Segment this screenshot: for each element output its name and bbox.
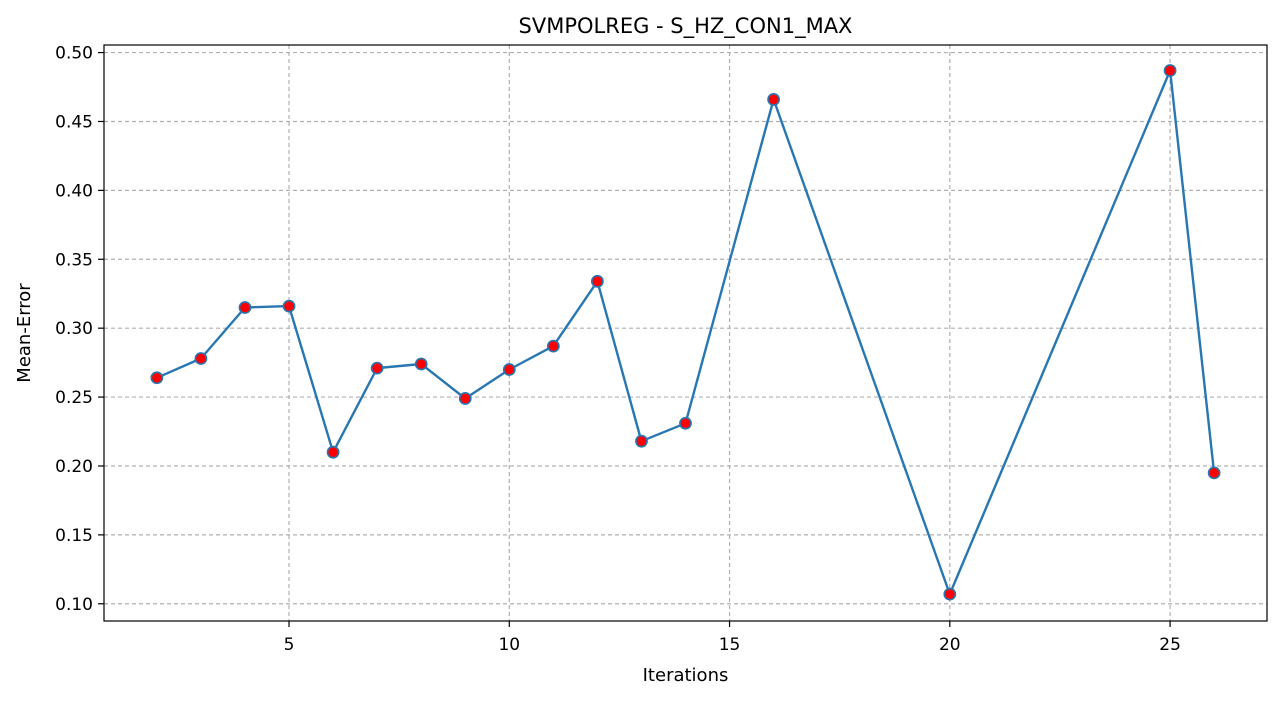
y-tick-label: 0.40 xyxy=(55,181,93,201)
data-point xyxy=(502,363,516,376)
data-point xyxy=(282,299,296,313)
data-point xyxy=(194,352,208,365)
x-tick-label: 25 xyxy=(1159,635,1181,655)
data-point xyxy=(767,93,781,106)
y-axis-label: Mean-Error xyxy=(14,283,35,383)
x-tick-label: 20 xyxy=(939,635,961,655)
y-tick-label: 0.35 xyxy=(55,250,93,270)
data-point xyxy=(943,587,957,601)
y-tick-label: 0.15 xyxy=(55,526,93,546)
data-point xyxy=(635,434,648,448)
y-tick-label: 0.25 xyxy=(55,388,93,408)
data-point xyxy=(370,361,384,375)
data-point xyxy=(590,274,604,288)
data-point xyxy=(150,371,164,385)
x-tick-label: 15 xyxy=(719,635,741,655)
y-tick-label: 0.10 xyxy=(55,595,93,615)
data-point xyxy=(458,392,472,405)
data-point xyxy=(326,445,340,459)
x-axis-ticks: 5 10 15 20 25 xyxy=(284,621,1181,655)
x-tick-label: 5 xyxy=(284,635,295,655)
y-tick-label: 0.30 xyxy=(55,319,93,339)
y-axis-ticks: 0.10 0.15 0.20 0.25 0.30 0.35 0.40 0.45 0.50 xyxy=(55,44,104,615)
y-tick-label: 0.50 xyxy=(55,44,93,64)
data-point xyxy=(679,416,692,430)
grid-lines xyxy=(104,45,1267,621)
chart-title: SVMPOLREG - S_HZ_CON1_MAX xyxy=(519,14,853,39)
y-tick-label: 0.20 xyxy=(55,457,93,477)
x-tick-label: 10 xyxy=(498,635,520,655)
series-layer xyxy=(150,64,1221,601)
data-point xyxy=(1207,466,1221,480)
data-point xyxy=(238,301,252,314)
y-tick-label: 0.45 xyxy=(55,112,93,132)
data-point xyxy=(414,357,428,371)
data-point xyxy=(546,339,560,353)
x-axis-label: Iterations xyxy=(643,665,729,686)
plot-frame xyxy=(103,44,1268,622)
data-point xyxy=(1163,64,1177,77)
